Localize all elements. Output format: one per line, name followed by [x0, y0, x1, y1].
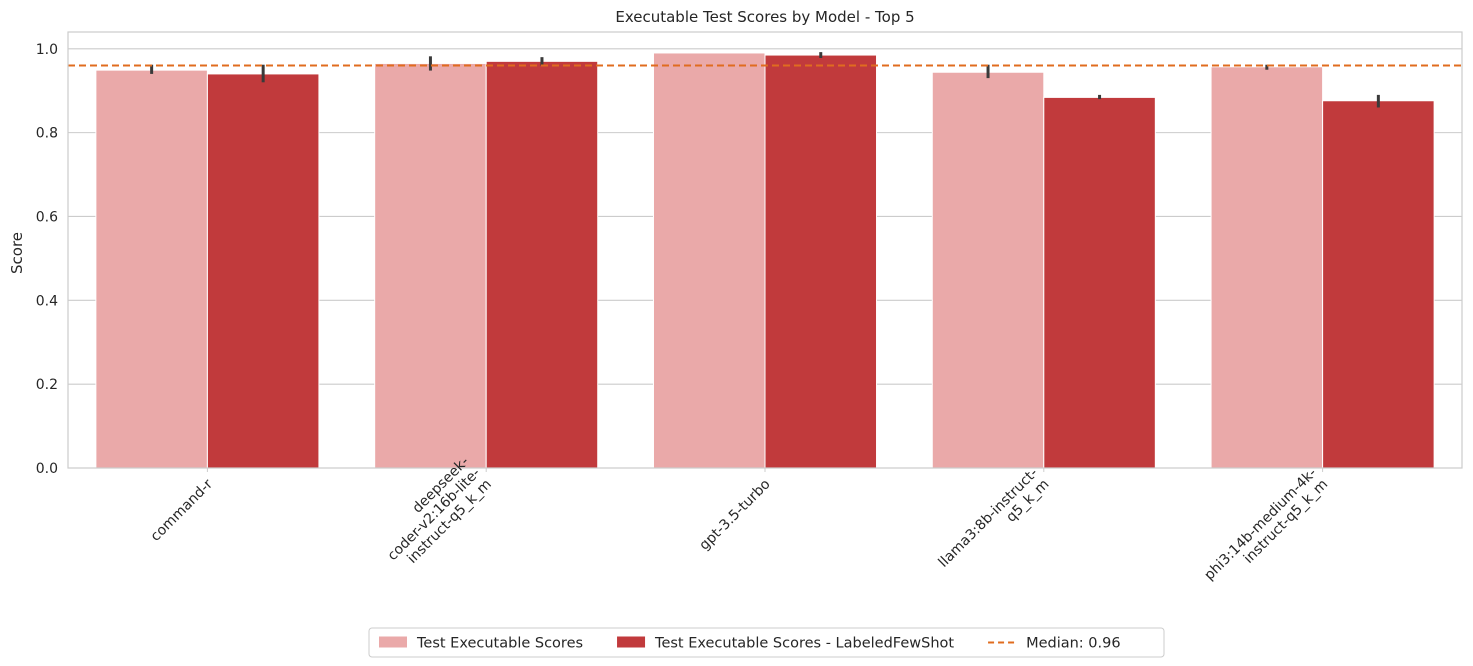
y-axis-label: Score: [8, 232, 26, 274]
y-tick-label: 0.2: [36, 377, 58, 393]
y-tick-label: 1.0: [36, 42, 58, 58]
y-tick-label: 0.0: [36, 461, 58, 477]
legend-swatch: [617, 636, 646, 648]
bar: [206, 73, 320, 469]
x-tick-label: phi3:14b-medium-4k-instruct-q5_k_m: [1201, 465, 1331, 595]
legend: Test Executable Scores Test Executable Sc…: [368, 627, 1165, 658]
legend-label: Test Executable Scores - LabeledFewShot: [654, 636, 954, 652]
x-tick-label: deepseek-coder-v2:16b-lite-instruct-q5_k…: [373, 454, 495, 576]
chart-title: Executable Test Scores by Model - Top 5: [615, 8, 914, 26]
x-ticks-layer: command-r deepseek-coder-v2:16b-lite-inst…: [148, 454, 1332, 595]
x-tick-label-line: llama3:8b-instruct-: [935, 465, 1041, 571]
bars-layer: [95, 52, 1435, 469]
error-bars-layer: [150, 52, 1380, 108]
bar: [1043, 96, 1156, 469]
x-tick-label: llama3:8b-instruct-q5_k_m: [935, 465, 1052, 582]
bar: [652, 52, 766, 469]
y-tick-label: 0.6: [36, 209, 58, 225]
x-tick-label-line: command-r: [148, 476, 217, 545]
bar: [485, 60, 599, 469]
x-tick-label: gpt-3.5-turbo: [696, 476, 773, 553]
legend-swatch: [379, 636, 407, 648]
bar: [764, 54, 878, 469]
y-tick-label: 0.8: [36, 126, 58, 142]
bar: [95, 69, 208, 469]
y-tick-label: 0.4: [36, 293, 58, 309]
y-ticks-layer: 0.0 0.2 0.4 0.6 0.8 1.0: [36, 42, 58, 477]
x-tick-label: command-r: [148, 476, 217, 545]
legend-label: Test Executable Scores: [416, 636, 583, 652]
bar: [1322, 100, 1435, 469]
bar: [1210, 66, 1324, 469]
legend-box: [368, 627, 1165, 658]
x-tick-label-line: gpt-3.5-turbo: [696, 476, 773, 553]
bar: [931, 71, 1045, 469]
legend-label: Median: 0.96: [1026, 636, 1121, 652]
bar: [374, 62, 487, 469]
x-tick-label-line: phi3:14b-medium-4k-: [1201, 465, 1320, 584]
